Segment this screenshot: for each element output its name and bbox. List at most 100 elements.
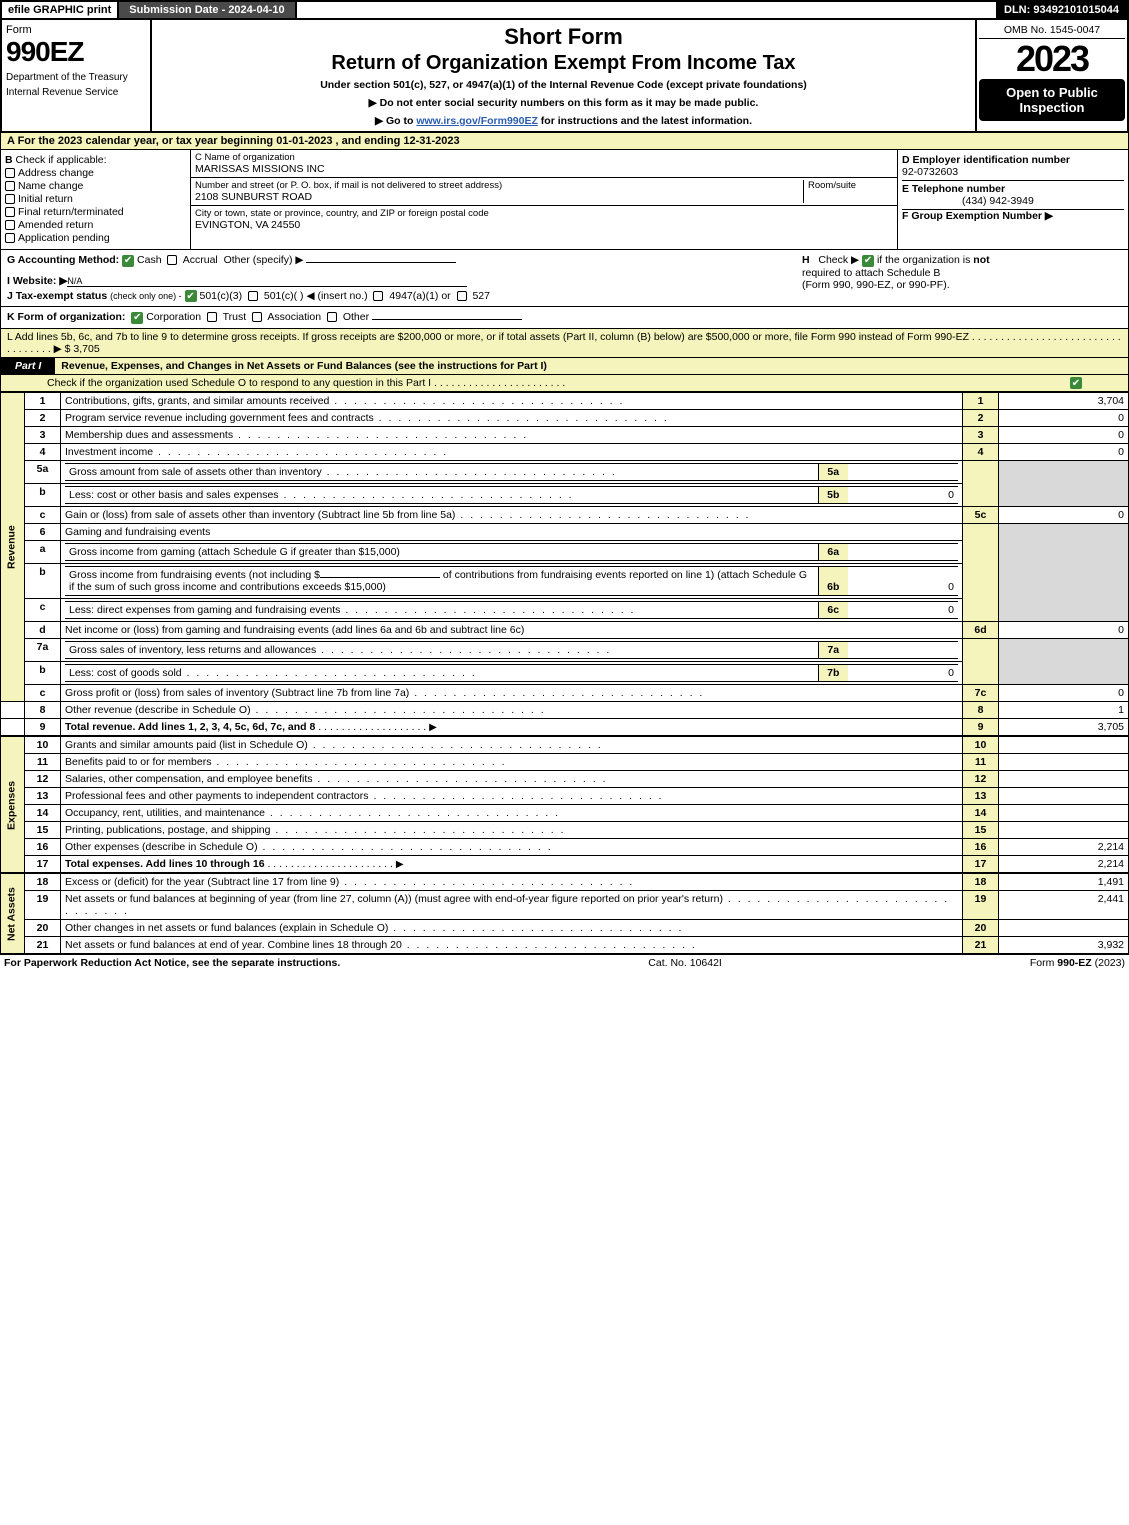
- j-label: J Tax-exempt status: [7, 290, 107, 302]
- checkbox-icon[interactable]: [252, 312, 262, 322]
- row-k: K Form of organization: ✔ Corporation Tr…: [0, 307, 1129, 329]
- opt-address-change: Address change: [5, 167, 186, 179]
- row-a-period: A For the 2023 calendar year, or tax yea…: [0, 133, 1129, 150]
- footer-left: For Paperwork Reduction Act Notice, see …: [4, 957, 340, 969]
- b-letter: B: [5, 154, 13, 166]
- org-street: 2108 SUNBURST ROAD: [195, 191, 803, 203]
- org-city: EVINGTON, VA 24550: [195, 219, 893, 231]
- checkbox-icon[interactable]: [5, 194, 15, 204]
- note-ssn: ▶ Do not enter social security numbers o…: [156, 97, 971, 109]
- h-t4: (Form 990, 990-EZ, or 990-PF).: [802, 279, 950, 291]
- j-501c3: 501(c)(3): [199, 290, 242, 302]
- i-website: N/A: [67, 276, 467, 287]
- form-number: 990EZ: [6, 36, 146, 68]
- col-c: C Name of organizationMARISSAS MISSIONS …: [191, 150, 898, 249]
- submission-date: Submission Date - 2024-04-10: [119, 2, 296, 18]
- d-ein-lbl: D Employer identification number: [902, 154, 1070, 166]
- checkbox-checked-icon: ✔: [862, 255, 874, 267]
- omb-number: OMB No. 1545-0047: [979, 22, 1125, 39]
- e-phone: (434) 942-3949: [902, 195, 1034, 207]
- efile-label: efile GRAPHIC print: [2, 2, 119, 18]
- irs-link[interactable]: www.irs.gov/Form990EZ: [416, 115, 538, 127]
- line-amt: 3,704: [999, 393, 1129, 410]
- dln: DLN: 93492101015044: [996, 2, 1127, 18]
- checkbox-checked-icon: ✔: [131, 312, 143, 324]
- k-assoc: Association: [267, 311, 321, 323]
- k-label: K Form of organization:: [7, 311, 125, 323]
- g-cash: Cash: [137, 254, 162, 266]
- h-label: H: [802, 254, 810, 266]
- form-header: Form 990EZ Department of the Treasury In…: [0, 20, 1129, 133]
- checkbox-checked-icon: ✔: [1070, 377, 1082, 389]
- i-label: I Website: ▶: [7, 275, 67, 287]
- k-other: Other: [343, 311, 369, 323]
- j-527: 527: [472, 290, 490, 302]
- line-num: 1: [25, 393, 61, 410]
- line-col: 1: [963, 393, 999, 410]
- opt-initial-return: Initial return: [5, 193, 186, 205]
- c-addr-lbl: Number and street (or P. O. box, if mail…: [195, 180, 803, 191]
- b-check: Check if applicable:: [16, 154, 107, 166]
- h-t3: required to attach Schedule B: [802, 267, 940, 279]
- footer-catno: Cat. No. 10642I: [648, 957, 722, 969]
- header-right: OMB No. 1545-0047 2023 Open to Public In…: [977, 20, 1127, 131]
- row-l: L Add lines 5b, 6c, and 7b to line 9 to …: [0, 329, 1129, 358]
- checkbox-icon[interactable]: [5, 220, 15, 230]
- topbar: efile GRAPHIC print Submission Date - 20…: [0, 0, 1129, 20]
- tax-year: 2023: [979, 39, 1125, 79]
- j-4947: 4947(a)(1) or: [389, 290, 450, 302]
- note-link-post: for instructions and the latest informat…: [538, 115, 752, 127]
- part-1-header: Part I Revenue, Expenses, and Changes in…: [0, 358, 1129, 375]
- checkbox-icon[interactable]: [5, 181, 15, 191]
- org-name: MARISSAS MISSIONS INC: [195, 163, 893, 175]
- checkbox-icon[interactable]: [373, 291, 383, 301]
- part-1-title: Revenue, Expenses, and Changes in Net As…: [55, 358, 1128, 374]
- note-link-pre: ▶ Go to: [375, 115, 416, 127]
- part-1-tab: Part I: [1, 358, 55, 374]
- line-desc: Contributions, gifts, grants, and simila…: [61, 393, 963, 410]
- checkbox-icon[interactable]: [5, 207, 15, 217]
- opt-application-pending: Application pending: [5, 232, 186, 244]
- footer: For Paperwork Reduction Act Notice, see …: [0, 954, 1129, 971]
- opt-amended-return: Amended return: [5, 219, 186, 231]
- header-left: Form 990EZ Department of the Treasury In…: [2, 20, 152, 131]
- checkbox-icon[interactable]: [457, 291, 467, 301]
- col-b: B Check if applicable: Address change Na…: [1, 150, 191, 249]
- checkbox-icon[interactable]: [207, 312, 217, 322]
- opt-final-return: Final return/terminated: [5, 206, 186, 218]
- k-corp: Corporation: [146, 311, 201, 323]
- note-link: ▶ Go to www.irs.gov/Form990EZ for instru…: [156, 115, 971, 127]
- checkbox-icon[interactable]: [248, 291, 258, 301]
- part-1-check: Check if the organization used Schedule …: [0, 375, 1129, 393]
- e-phone-lbl: E Telephone number: [902, 183, 1005, 195]
- col-def: D Employer identification number92-07326…: [898, 150, 1128, 249]
- checkbox-icon[interactable]: [5, 168, 15, 178]
- checkbox-checked-icon: ✔: [122, 255, 134, 267]
- h-not: not: [973, 254, 989, 266]
- open-public: Open to Public Inspection: [979, 79, 1125, 121]
- part-1-check-text: Check if the organization used Schedule …: [47, 377, 565, 390]
- g-accrual: Accrual: [183, 254, 218, 266]
- c-city-lbl: City or town, state or province, country…: [195, 208, 893, 219]
- netassets-table: Net Assets 18Excess or (deficit) for the…: [0, 873, 1129, 954]
- c-name-lbl: C Name of organization: [195, 152, 893, 163]
- k-trust: Trust: [223, 311, 247, 323]
- netassets-sidetab: Net Assets: [1, 874, 25, 954]
- checkbox-icon[interactable]: [5, 233, 15, 243]
- checkbox-checked-icon: ✔: [185, 290, 197, 302]
- header-center: Short Form Return of Organization Exempt…: [152, 20, 977, 131]
- checkbox-icon[interactable]: [327, 312, 337, 322]
- section-bcdef: B Check if applicable: Address change Na…: [0, 150, 1129, 250]
- j-501c: 501(c)( ) ◀ (insert no.): [264, 290, 368, 302]
- footer-right: Form 990-EZ (2023): [1030, 957, 1125, 969]
- dept-irs: Internal Revenue Service: [6, 87, 146, 98]
- checkbox-icon[interactable]: [167, 255, 177, 265]
- row-ghijk: G Accounting Method: ✔ Cash Accrual Othe…: [0, 250, 1129, 307]
- under-section: Under section 501(c), 527, or 4947(a)(1)…: [156, 79, 971, 91]
- h-t2: if the organization is: [877, 254, 973, 266]
- revenue-sidetab: Revenue: [1, 393, 25, 702]
- g-other: Other (specify) ▶: [224, 254, 304, 266]
- f-group-lbl: F Group Exemption Number ▶: [902, 210, 1053, 222]
- c-room-lbl: Room/suite: [808, 180, 893, 191]
- dept-treasury: Department of the Treasury: [6, 72, 146, 83]
